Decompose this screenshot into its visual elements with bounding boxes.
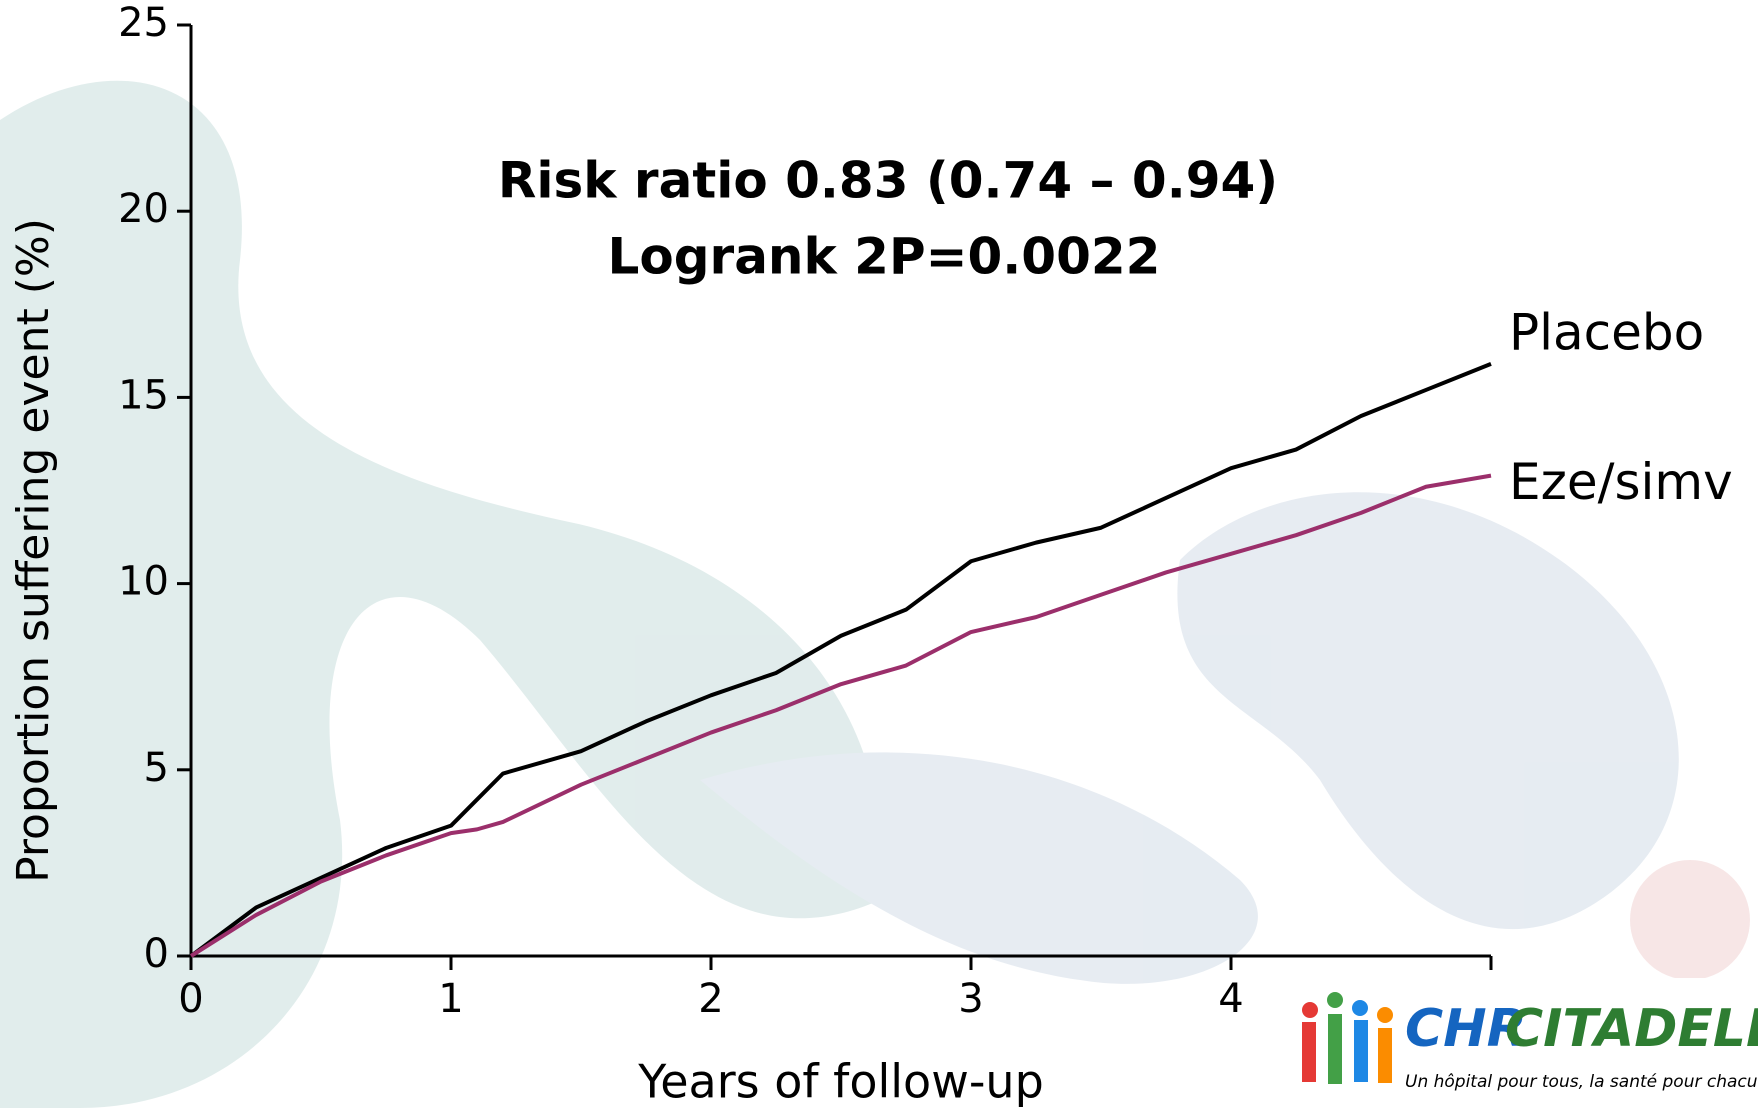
x-tick-label: 0 bbox=[178, 976, 203, 1022]
logo-box bbox=[1270, 978, 1758, 1108]
background-decoration bbox=[0, 80, 1750, 1109]
x-tick-label: 3 bbox=[958, 976, 983, 1022]
logo-name: CITADELLE bbox=[1505, 999, 1758, 1059]
y-axis-label: Proportion suffering event (%) bbox=[8, 218, 59, 883]
x-axis-label: Years of follow-up bbox=[637, 1055, 1044, 1109]
y-tick-label: 10 bbox=[118, 559, 169, 605]
y-tick-label: 25 bbox=[118, 0, 169, 46]
x-tick-label: 1 bbox=[438, 976, 463, 1022]
series-label: Eze/simv bbox=[1509, 453, 1733, 511]
series-line bbox=[189, 362, 1492, 958]
x-tick-label: 2 bbox=[698, 976, 723, 1022]
annotation: Risk ratio 0.83 (0.74 – 0.94) bbox=[498, 152, 1278, 210]
series-line bbox=[189, 473, 1492, 958]
logo-name: CHR bbox=[1405, 999, 1527, 1059]
y-tick-label: 15 bbox=[118, 372, 169, 418]
y-tick-label: 0 bbox=[144, 931, 169, 977]
logo-tagline: Un hôpital pour tous, la santé pour chac… bbox=[1405, 1072, 1758, 1092]
plot-area: 0510152025012345Years of follow-upPropor… bbox=[8, 0, 1733, 1109]
annotation: Logrank 2P=0.0022 bbox=[608, 228, 1161, 286]
y-tick-label: 20 bbox=[118, 186, 169, 232]
x-tick-label: 4 bbox=[1218, 976, 1243, 1022]
logo-figures bbox=[1302, 992, 1393, 1084]
series-label: Placebo bbox=[1509, 303, 1704, 361]
y-tick-label: 5 bbox=[144, 745, 169, 791]
